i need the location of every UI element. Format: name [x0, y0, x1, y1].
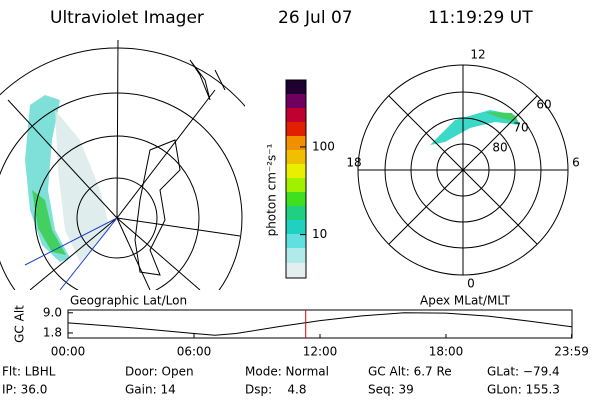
lat-label: 70 [513, 121, 528, 135]
y-tick-label: 9.0 [43, 305, 62, 319]
mlt-label: 18 [346, 156, 361, 170]
polar-label: Apex MLat/MLT [420, 294, 510, 308]
status-field: Flt: LBHL [2, 365, 56, 379]
title: Ultraviolet Imager [50, 8, 204, 28]
mlt-label: 0 [467, 277, 475, 291]
status-field: Gain: 14 [125, 383, 176, 397]
alt-line [67, 312, 572, 336]
polar-plot [357, 64, 569, 276]
status-field: IP: 36.0 [2, 383, 47, 397]
mlt-label: 6 [572, 156, 580, 170]
lat-label: 80 [492, 141, 507, 155]
status-field: GC Alt: 6.7 Re [368, 365, 452, 379]
colorbar [285, 79, 307, 279]
geo-label: Geographic Lat/Lon [70, 294, 187, 308]
status-field: Door: Open [125, 365, 194, 379]
x-tick-label: 00:00 [51, 345, 86, 359]
mlt-label: 12 [470, 48, 485, 62]
status-field: Seq: 39 [368, 383, 414, 397]
status-field: GLon: 155.3 [487, 383, 560, 397]
y-tick-label: 1.8 [43, 325, 62, 339]
colorbar-tick-label: 100 [312, 139, 335, 153]
geo-map [0, 40, 245, 290]
date: 26 Jul 07 [278, 8, 353, 28]
time: 11:19:29 UT [428, 8, 533, 28]
lat-label: 60 [536, 98, 551, 112]
colorbar-label: photon cm⁻²s⁻¹ [265, 143, 279, 236]
x-tick-label: 23:59 [554, 345, 589, 359]
status-field: Dsp: 4.8 [245, 383, 307, 397]
colorbar-tick-label: 10 [312, 227, 327, 241]
alt-ylabel: GC Alt [13, 305, 27, 343]
x-tick-label: 18:00 [429, 345, 464, 359]
x-tick-label: 12:00 [303, 345, 338, 359]
status-field: Mode: Normal [245, 365, 329, 379]
x-tick-label: 06:00 [177, 345, 212, 359]
alt-plot-frame [67, 309, 573, 339]
status-field: GLat: −79.4 [487, 365, 560, 379]
